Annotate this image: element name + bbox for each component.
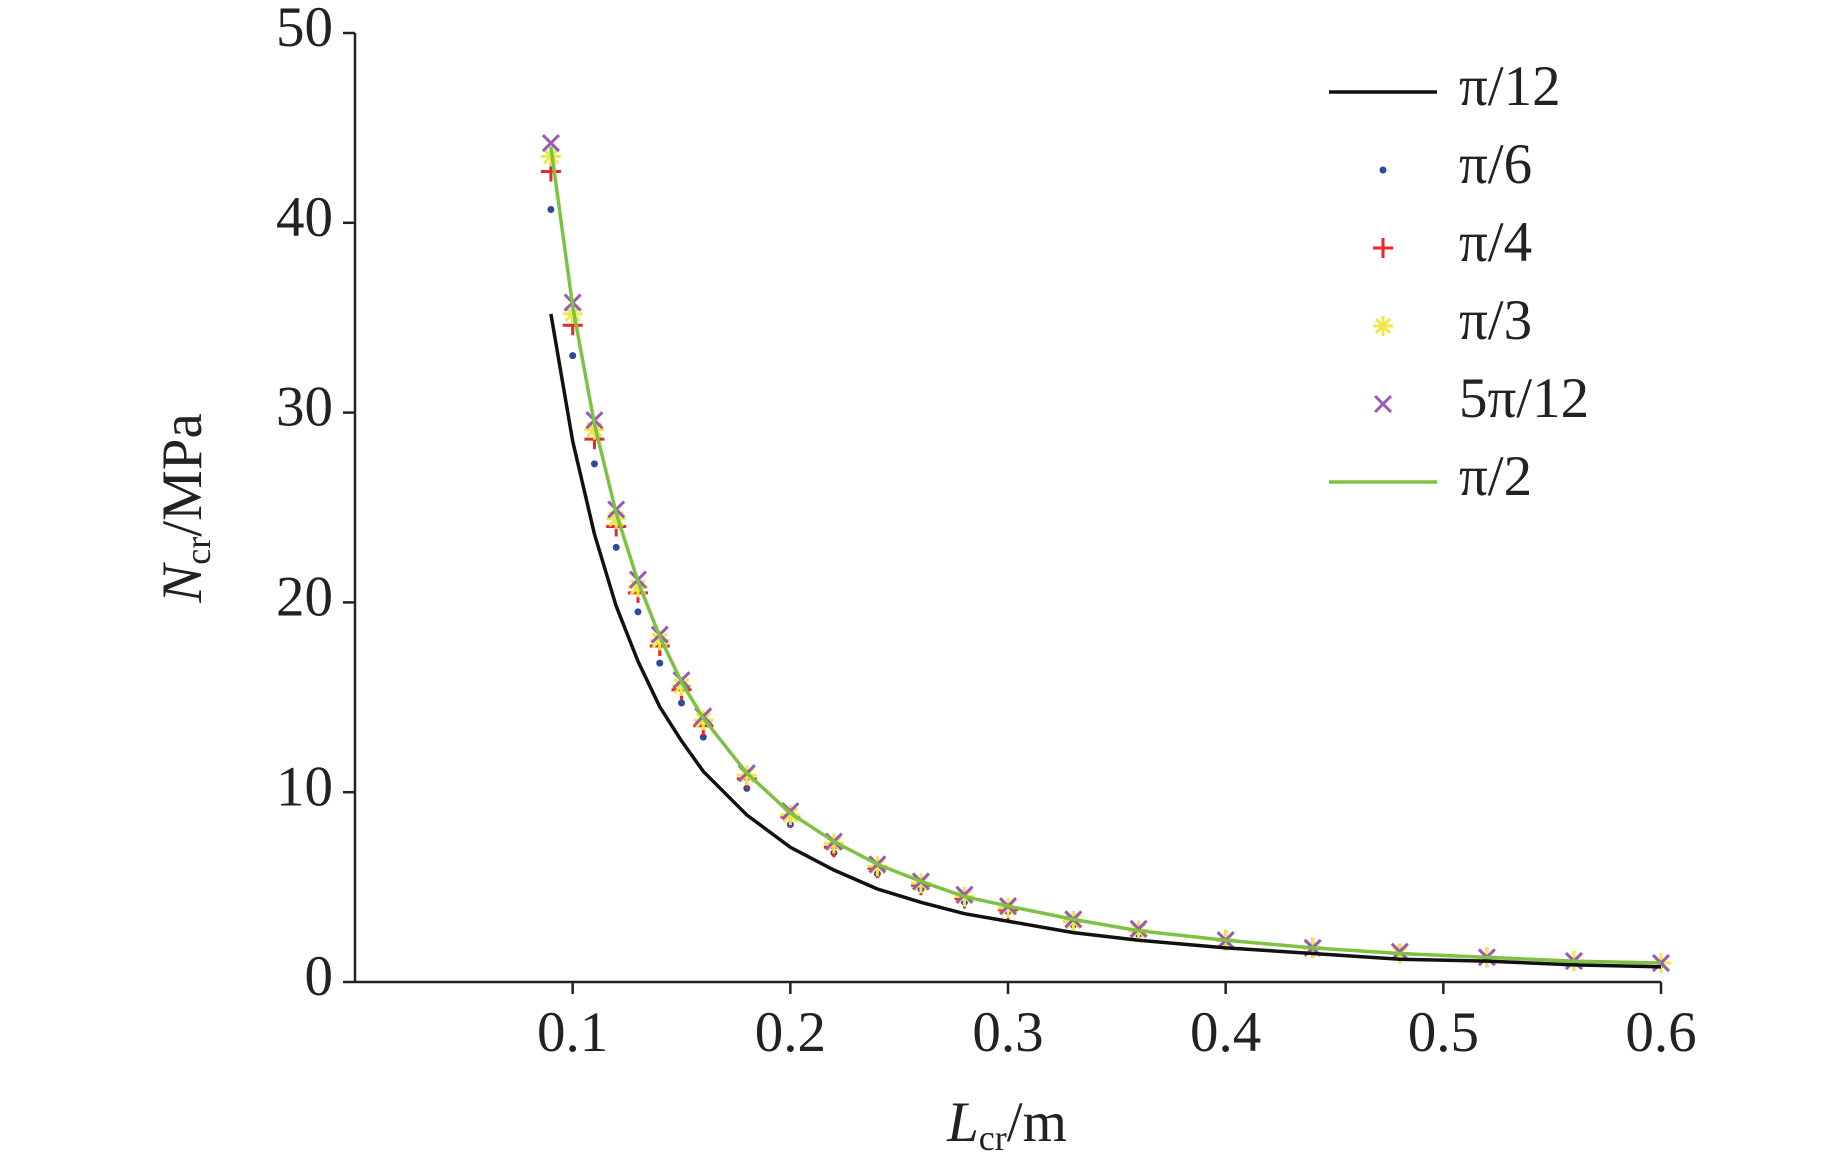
x-tick-label: 0.1	[537, 1001, 608, 1064]
x-tick-label: 0.5	[1408, 1001, 1479, 1064]
point	[955, 885, 974, 904]
x-symbol: L	[946, 1091, 979, 1154]
legend-swatch	[1373, 316, 1393, 336]
y-symbol: N	[151, 562, 214, 604]
x-tick-label: 0.3	[972, 1001, 1043, 1064]
point	[634, 608, 642, 616]
legend-swatch	[1379, 166, 1387, 174]
y-tick-label: 10	[276, 755, 333, 818]
point	[678, 699, 685, 707]
y-unit: /MPa	[151, 413, 214, 537]
x-tick-label: 0.2	[755, 1001, 826, 1064]
y-subscript: cr	[178, 537, 218, 565]
point	[1129, 919, 1148, 938]
x-tick-label: 0.4	[1190, 1001, 1261, 1064]
point	[569, 352, 577, 360]
legend-label: π/6	[1459, 133, 1532, 196]
x-axis-title: Lcr/m	[946, 1091, 1067, 1158]
y-tick-label: 0	[305, 945, 334, 1008]
point	[656, 659, 664, 667]
y-tick-label: 20	[276, 565, 333, 628]
y-tick-label: 30	[276, 376, 333, 439]
series-line	[549, 146, 1662, 965]
point	[590, 460, 598, 468]
y-tick-label: 50	[276, 0, 333, 59]
x-tick-label: 0.6	[1625, 1001, 1696, 1064]
point	[541, 134, 560, 153]
point	[699, 733, 707, 741]
point	[671, 675, 692, 696]
legend-swatch	[1373, 394, 1393, 414]
point	[1390, 942, 1409, 961]
legend-label: π/4	[1459, 211, 1532, 274]
series-line	[549, 313, 1662, 969]
y-axis-title: Ncr/MPa	[151, 413, 218, 604]
point	[612, 543, 620, 551]
legend-label: π/3	[1459, 289, 1532, 352]
x-unit: /m	[1007, 1091, 1067, 1154]
legend-label: 5π/12	[1459, 367, 1589, 430]
legend-swatch	[1373, 238, 1393, 258]
x-subscript: cr	[979, 1118, 1007, 1158]
y-tick-label: 40	[276, 186, 333, 249]
legend-label: π/2	[1459, 445, 1532, 508]
point	[547, 206, 555, 214]
point	[627, 577, 648, 598]
legend-label: π/12	[1459, 55, 1561, 118]
